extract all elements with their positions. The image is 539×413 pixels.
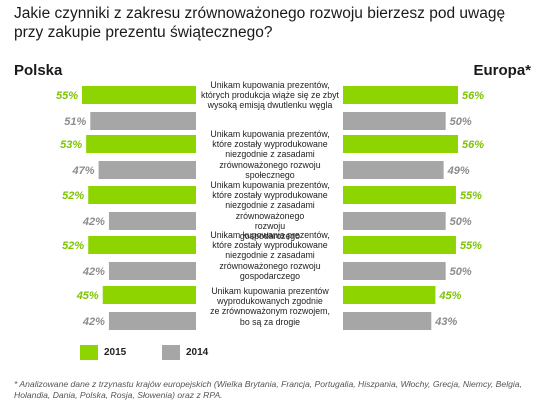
value-label-polska-2015: 55% [56, 90, 78, 102]
value-label-europa-2015: 56% [462, 139, 484, 151]
value-label-europa-2015: 55% [460, 190, 482, 202]
value-label-polska-2014: 42% [82, 316, 105, 328]
category-label-line: niezgodnie z zasadami [225, 200, 315, 211]
bar-polska-2015 [82, 86, 196, 104]
bar-europa-2014 [343, 112, 446, 130]
bar-polska-2015 [86, 135, 196, 153]
legend-swatch-2015 [80, 345, 98, 360]
value-label-polska-2015: 52% [62, 240, 84, 252]
category-label-line: Unikam kupowania prezentów, [210, 180, 330, 190]
category-label-line: bo są za drogie [239, 316, 301, 327]
category-label-line: gospodarczego [239, 231, 301, 242]
value-label-polska-2014: 51% [64, 116, 86, 128]
category-label-line: rozwoju [254, 220, 286, 231]
value-label-polska-2015: 52% [62, 190, 84, 202]
category-label-line: zrównoważonego rozwoju [219, 260, 321, 271]
category-label-line: których produkcja wiąże się ze zbyt [201, 90, 339, 101]
bar-polska-2015 [102, 286, 196, 304]
footnote: * Analizowane dane z trzynastu krajów eu… [14, 379, 522, 400]
bar-polska-2014 [90, 112, 196, 130]
bar-europa-2014 [343, 212, 446, 230]
category-label-line: które zostały wyprodukowane [212, 240, 328, 251]
value-label-polska-2015: 53% [60, 139, 82, 151]
category-label-line: Unikam kupowania prezentów, [210, 129, 330, 139]
value-label-europa-2014: 50% [450, 216, 472, 228]
value-label-polska-2015: 45% [76, 290, 99, 302]
bar-europa-2014 [343, 161, 444, 179]
category-label: Unikam kupowania prezentów, które zostały… [200, 129, 340, 180]
value-label-europa-2015: 45% [438, 290, 461, 302]
bar-polska-2014 [108, 212, 196, 230]
bar-europa-2014 [343, 312, 432, 330]
category-label-line: wyprodukowanych zgodnie [217, 296, 323, 307]
category-label-line: ze zrównoważonym rozwojem, [210, 306, 330, 317]
category-label: Unikam kupowania prezentów, które zostały… [200, 230, 340, 281]
category-label-line: społecznego [245, 169, 295, 180]
value-label-europa-2015: 55% [460, 240, 482, 252]
category-label-line: które zostały wyprodukowane [212, 139, 328, 150]
category-label-line: Unikam kupowania prezentów [211, 286, 329, 296]
category-label-line: niezgodnie z zasadami [225, 149, 315, 160]
value-label-europa-2015: 56% [462, 90, 484, 102]
category-label: Unikam kupowania prezentów, których produ… [200, 80, 340, 111]
legend-swatch-2014 [162, 345, 180, 360]
category-label-line: które zostały wyprodukowane [212, 190, 328, 201]
value-label-europa-2014: 43% [434, 316, 457, 328]
category-label-line: Unikam kupowania prezentów, [210, 80, 330, 90]
category-label-line: Unikam kupowania prezentów, [210, 230, 330, 240]
bar-europa-2014 [343, 262, 446, 280]
legend-label-2015: 2015 [104, 347, 127, 358]
category-label: Unikam kupowania prezentów, które zostały… [200, 180, 340, 241]
bar-polska-2014 [108, 312, 196, 330]
bar-europa-2015 [343, 186, 456, 204]
bar-polska-2014 [98, 161, 196, 179]
category-label-line: zrównoważonego [235, 210, 305, 221]
region-label-polska: Polska [14, 62, 63, 79]
category-label-line: niezgodnie z zasadami [225, 250, 315, 261]
category-label-line: zrównoważonego rozwoju [219, 159, 321, 170]
value-label-europa-2014: 50% [450, 266, 472, 278]
bar-polska-2015 [88, 186, 196, 204]
region-label-europa: Europa* [473, 62, 531, 79]
category-label-line: gospodarczego [239, 270, 301, 281]
bar-polska-2015 [88, 236, 196, 254]
category-label: Unikam kupowania prezentów wyprodukowanyc… [200, 286, 340, 327]
legend-label-2014: 2014 [186, 347, 209, 358]
value-label-europa-2014: 50% [450, 116, 472, 128]
bar-europa-2015 [343, 135, 458, 153]
bar-europa-2015 [343, 86, 458, 104]
value-label-europa-2014: 49% [447, 165, 470, 177]
bar-europa-2015 [343, 286, 436, 304]
bar-polska-2014 [108, 262, 196, 280]
value-label-polska-2014: 42% [82, 216, 105, 228]
value-label-polska-2014: 42% [82, 266, 105, 278]
bar-europa-2015 [343, 236, 456, 254]
chart-title: Jakie czynniki z zakresu zrównoważonego … [14, 5, 506, 41]
value-label-polska-2014: 47% [72, 165, 95, 177]
category-label-line: wysoką emisją dwutlenku węgla [207, 100, 333, 111]
